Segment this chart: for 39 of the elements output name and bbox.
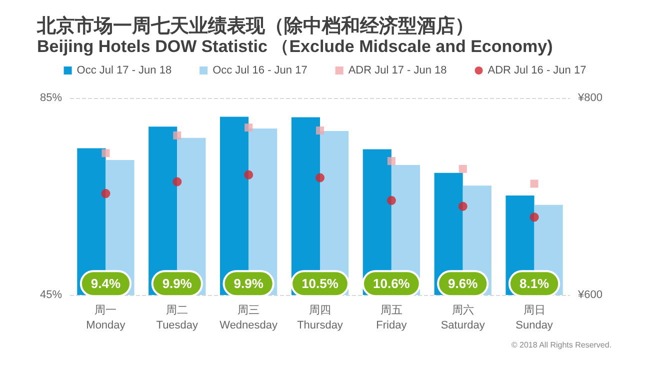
annotation: 9.9% <box>162 276 192 292</box>
x-tick-label: 周三 Wednesday <box>220 304 278 332</box>
text: © 2018 All Rights Reserved. <box>511 340 612 350</box>
point <box>458 202 468 211</box>
point <box>530 180 538 188</box>
x-tick-label: 周日 Sunday <box>516 304 554 332</box>
legend-label: Occ Jul 16 - Jun 17 <box>212 64 308 76</box>
x-tick-label: 周六 Saturday <box>440 304 486 332</box>
point <box>530 212 539 222</box>
annotation: 10.6% <box>372 276 410 292</box>
point <box>101 189 110 198</box>
y-tick-label: 85% <box>40 92 62 104</box>
legend-label: ADR Jul 16 - Jun 17 <box>488 64 586 76</box>
point <box>102 149 110 158</box>
point <box>316 126 324 135</box>
annotation: 8.1% <box>519 276 550 292</box>
annotation: 9.6% <box>448 276 478 292</box>
point <box>172 177 182 186</box>
x-tick-label: 周二 Tuesday <box>156 304 199 332</box>
point <box>244 124 253 132</box>
chart-subtitle: Beijing Hotels DOW Statistic （Exclude Midscale and Economy) <box>37 37 553 56</box>
y2-tick-label: ¥800 <box>577 92 602 104</box>
point <box>386 196 396 205</box>
x-tick-label: 周五 Friday <box>376 304 408 332</box>
y-tick-label: 45% <box>40 289 62 301</box>
annotation: 9.4% <box>90 276 121 292</box>
point <box>173 131 182 140</box>
legend-label: Occ Jul 17 - Jun 18 <box>76 64 172 76</box>
point <box>316 173 324 182</box>
point <box>387 157 396 166</box>
annotation: 9.9% <box>234 276 264 292</box>
annotation: 10.5% <box>302 276 339 292</box>
point <box>244 170 254 180</box>
legend-label: ADR Jul 17 - Jun 18 <box>348 64 447 76</box>
x-tick-label: 周一 Monday <box>86 304 126 332</box>
point <box>458 164 467 173</box>
y2-tick-label: ¥600 <box>577 289 602 301</box>
chart-title: 北京市场一周七天业绩表现（除中档和经济型酒店） <box>36 15 474 37</box>
x-tick-label: 周四 Thursday <box>297 304 344 332</box>
